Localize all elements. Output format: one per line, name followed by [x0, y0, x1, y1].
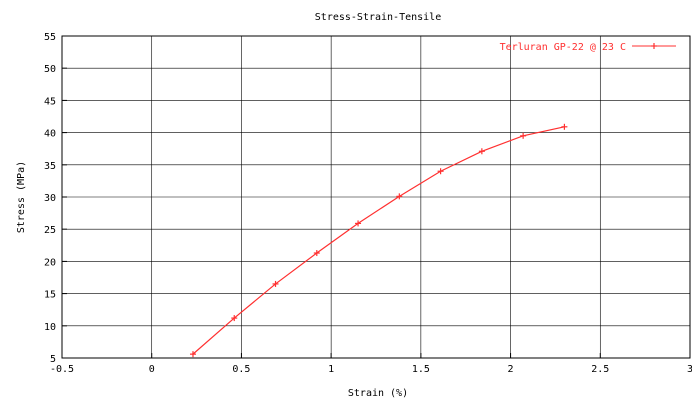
- x-tick-label: 0.5: [232, 364, 250, 375]
- legend-label: Terluran GP-22 @ 23 C: [500, 42, 626, 53]
- data-point: [478, 148, 485, 155]
- x-tick-label: 0: [149, 364, 155, 375]
- data-point: [396, 193, 403, 200]
- x-axis: -0.5 0 0.5 1 1.5 2 2.5 3: [50, 353, 692, 375]
- y-axis-label: Stress (MPa): [16, 161, 27, 233]
- y-tick-label: 30: [44, 193, 56, 204]
- x-tick-label: 1.5: [412, 364, 430, 375]
- x-tick-label: -0.5: [50, 364, 74, 375]
- x-tick-label: 2.5: [591, 364, 609, 375]
- x-tick-label: 1: [328, 364, 334, 375]
- data-point: [313, 250, 320, 257]
- grid: [61, 35, 691, 359]
- data-point: [651, 43, 657, 49]
- y-tick-label: 20: [44, 257, 56, 268]
- y-tick-label: 50: [44, 64, 56, 75]
- data-point: [355, 220, 362, 227]
- y-tick-label: 40: [44, 129, 56, 140]
- y-tick-label: 25: [44, 225, 56, 236]
- series-line: [192, 126, 565, 355]
- y-tick-label: 10: [44, 322, 56, 333]
- data-point: [520, 132, 527, 139]
- x-tick-label: 3: [687, 364, 692, 375]
- x-axis-label: Strain (%): [348, 388, 408, 398]
- y-tick-label: 55: [44, 32, 56, 43]
- data-point: [231, 315, 238, 322]
- chart-title: Stress-Strain-Tensile: [315, 12, 441, 23]
- data-point: [189, 351, 196, 358]
- series-layer: [189, 123, 568, 358]
- data-point: [272, 280, 279, 287]
- x-tick-label: 2: [508, 364, 514, 375]
- y-tick-label: 15: [44, 290, 56, 301]
- legend-marker: [651, 43, 657, 49]
- y-tick-label: 35: [44, 161, 56, 172]
- y-axis: 5 10 15 20 25 30 35 40 45 50 55: [44, 32, 67, 365]
- data-point: [561, 123, 568, 130]
- data-point: [437, 168, 444, 175]
- legend: Terluran GP-22 @ 23 C: [500, 42, 676, 53]
- y-tick-label: 5: [50, 354, 56, 365]
- y-tick-label: 45: [44, 96, 56, 107]
